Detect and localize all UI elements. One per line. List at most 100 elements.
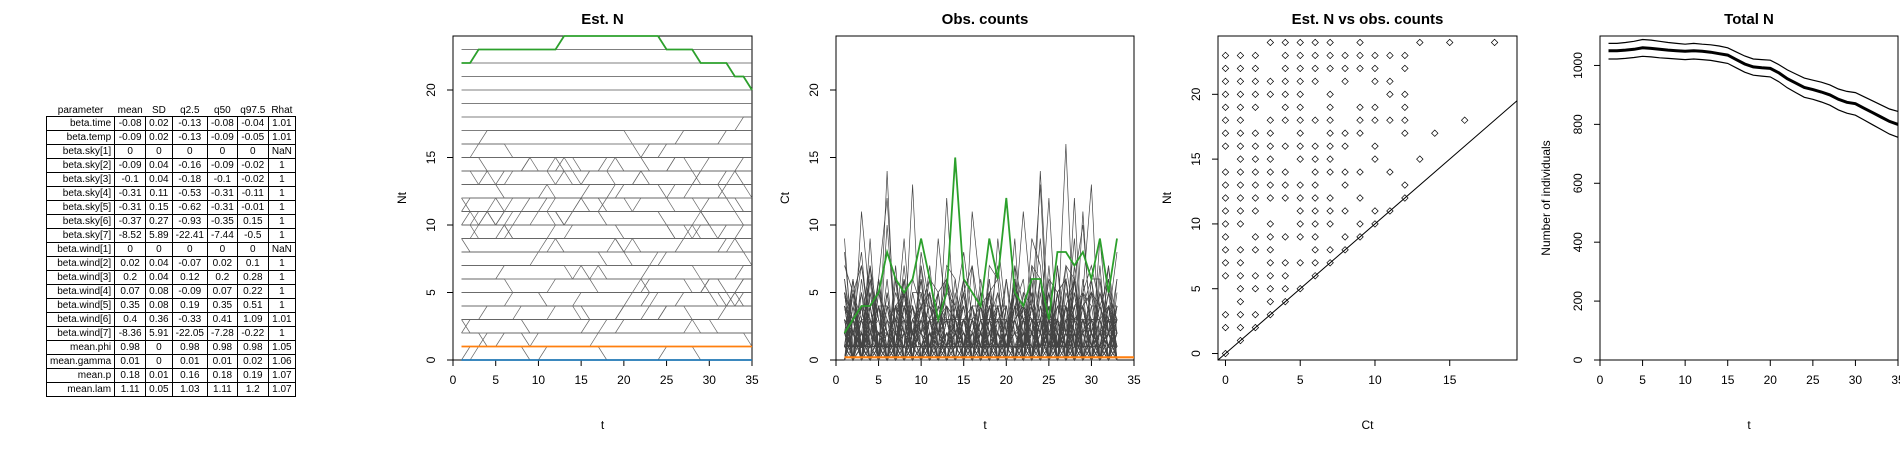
scatter-point bbox=[1341, 181, 1349, 189]
scatter-point bbox=[1416, 38, 1424, 47]
table-cell: 0 bbox=[145, 340, 173, 355]
table-cell: 0.02 bbox=[236, 354, 269, 369]
scatter-point bbox=[1490, 38, 1499, 47]
plot-frame-2 bbox=[1217, 35, 1518, 361]
x-tick-label-3: 35 bbox=[1891, 373, 1900, 387]
count-trace bbox=[844, 265, 1118, 362]
scatter-point bbox=[1311, 246, 1319, 254]
scatter-point bbox=[1386, 207, 1394, 215]
scatter-point bbox=[1266, 77, 1275, 86]
table-cell: -0.09 bbox=[206, 158, 238, 173]
scatter-point bbox=[1251, 310, 1260, 319]
scatter-point bbox=[1221, 220, 1230, 228]
table-cell: 0 bbox=[171, 242, 208, 257]
count-trace bbox=[844, 278, 1118, 362]
scatter-point bbox=[1326, 246, 1334, 254]
count-trace bbox=[844, 197, 1118, 362]
scatter-point bbox=[1296, 259, 1304, 267]
count-trace bbox=[844, 184, 1118, 361]
y-tick-label-0: 0 bbox=[424, 356, 438, 363]
count-trace bbox=[844, 265, 1118, 362]
scatter-point bbox=[1326, 259, 1334, 267]
scatter-point bbox=[1281, 77, 1289, 86]
table-row: beta.time -0.08 0.02 -0.13 -0.08 -0.04 1.01 bbox=[45, 116, 296, 131]
individual-trace bbox=[461, 278, 752, 334]
table-cell: 0.98 bbox=[236, 340, 269, 355]
scatter-point bbox=[1251, 90, 1260, 99]
table-row: beta.wind[7] -8.36 5.91 -22.05 -7.28 -0.22 1 bbox=[45, 326, 296, 341]
table-cell: 0.2 bbox=[114, 270, 147, 285]
scatter-point bbox=[1266, 297, 1275, 306]
scatter-point bbox=[1251, 103, 1260, 111]
count-trace bbox=[844, 251, 1118, 362]
table-row: beta.wind[4] 0.07 0.08 -0.09 0.07 0.22 1 bbox=[45, 284, 296, 299]
table-body: beta.time -0.08 0.02 -0.13 -0.08 -0.04 1.01 bet… bbox=[45, 116, 296, 397]
y-tick-label-3: 200 bbox=[1571, 291, 1585, 311]
scatter-point bbox=[1356, 64, 1364, 73]
count-trace bbox=[844, 211, 1118, 362]
table-row: beta.sky[7] -8.52 5.89 -22.41 -7.44 -0.5 1 bbox=[45, 228, 296, 243]
parameter-name-cell: mean.lam bbox=[45, 382, 116, 397]
y-axis-label-3: Number of individuals bbox=[1539, 140, 1553, 255]
scatter-point bbox=[1221, 51, 1230, 60]
scatter-point bbox=[1341, 246, 1349, 254]
table-cell: 1.01 bbox=[267, 130, 296, 145]
count-trace bbox=[844, 238, 1118, 362]
individual-trace bbox=[461, 157, 752, 186]
scatter-point bbox=[1266, 116, 1275, 124]
count-trace bbox=[844, 197, 1118, 362]
count-trace bbox=[844, 292, 1117, 361]
y-tick-label-1: 20 bbox=[807, 83, 821, 97]
scatter-point bbox=[1311, 77, 1319, 86]
table-row: beta.sky[4] -0.31 0.11 -0.53 -0.31 -0.11 1 bbox=[45, 186, 296, 201]
individual-trace bbox=[461, 292, 752, 334]
scatter-point bbox=[1341, 168, 1349, 176]
table-cell: 0 bbox=[236, 144, 269, 159]
table-cell: 0.22 bbox=[236, 284, 269, 299]
count-trace bbox=[844, 265, 1118, 362]
table-cell: 0.07 bbox=[206, 284, 238, 299]
table-cell: 0.01 bbox=[114, 354, 147, 369]
scatter-point bbox=[1281, 116, 1289, 124]
scatter-point bbox=[1416, 155, 1424, 163]
count-trace bbox=[844, 211, 1118, 362]
column-header-4: q50 bbox=[214, 104, 231, 116]
count-trace bbox=[844, 238, 1118, 362]
count-trace bbox=[844, 184, 1117, 362]
count-trace bbox=[844, 143, 1117, 362]
scatter-point bbox=[1311, 220, 1319, 228]
x-tick-label-1: 10 bbox=[914, 373, 928, 387]
table-cell: 0.02 bbox=[145, 130, 173, 145]
scatter-point bbox=[1236, 323, 1245, 332]
parameter-table: parameter mean SD q2.5 q50 q97.5 Rhat beta.tim… bbox=[45, 104, 296, 397]
table-row: beta.sky[6] -0.37 0.27 -0.93 -0.35 0.15 1 bbox=[45, 214, 296, 229]
scatter-point bbox=[1311, 207, 1319, 215]
scatter-point bbox=[1221, 207, 1230, 215]
y-tick-label-0: 10 bbox=[424, 218, 438, 232]
table-cell: -0.07 bbox=[171, 256, 208, 271]
parameter-name-cell: beta.sky[1] bbox=[45, 144, 116, 159]
count-trace bbox=[844, 265, 1118, 362]
table-cell: -0.08 bbox=[114, 116, 147, 131]
table-cell: 1.01 bbox=[267, 312, 296, 327]
table-cell: 0.41 bbox=[206, 312, 238, 327]
y-tick-label-2: 5 bbox=[1189, 285, 1203, 292]
table-header-row: parameter mean SD q2.5 q50 q97.5 Rhat bbox=[47, 104, 296, 117]
count-trace bbox=[844, 318, 1118, 362]
table-cell: -0.01 bbox=[236, 200, 269, 215]
table-cell: 0.12 bbox=[171, 270, 208, 285]
scatter-point bbox=[1326, 194, 1334, 202]
count-trace bbox=[844, 251, 1118, 362]
table-cell: 0.19 bbox=[171, 298, 208, 313]
scatter-point bbox=[1311, 155, 1319, 163]
count-trace bbox=[844, 265, 1118, 362]
scatter-point bbox=[1341, 207, 1349, 215]
individual-trace bbox=[461, 197, 752, 239]
table-cell: -0.09 bbox=[206, 130, 238, 145]
scatter-point bbox=[1281, 38, 1289, 47]
x-tick-label-3: 25 bbox=[1806, 373, 1820, 387]
parameter-name-cell: beta.temp bbox=[45, 130, 116, 145]
parameter-name-cell: beta.time bbox=[45, 116, 116, 131]
total-n-line-2 bbox=[1608, 55, 1899, 138]
scatter-point bbox=[1236, 272, 1245, 280]
